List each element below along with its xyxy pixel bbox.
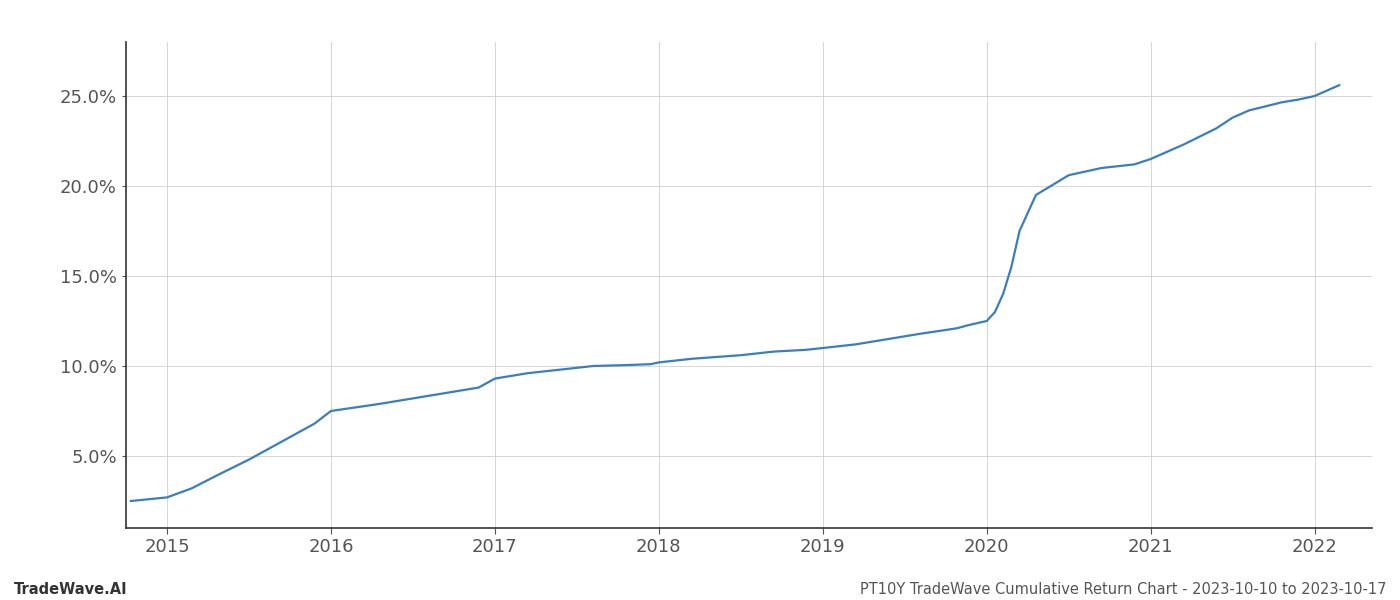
Text: TradeWave.AI: TradeWave.AI [14, 582, 127, 597]
Text: PT10Y TradeWave Cumulative Return Chart - 2023-10-10 to 2023-10-17: PT10Y TradeWave Cumulative Return Chart … [860, 582, 1386, 597]
